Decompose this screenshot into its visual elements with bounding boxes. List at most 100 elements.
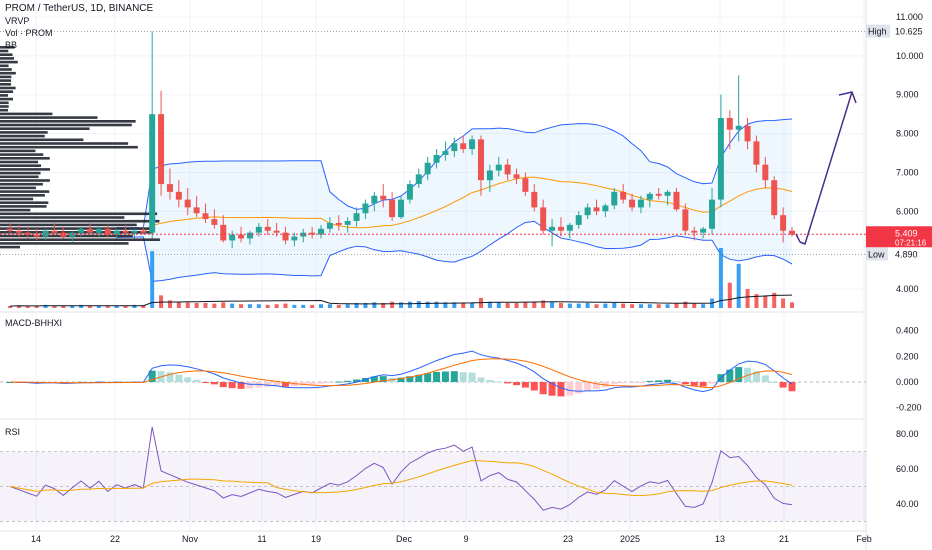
macd-hist-bar: [344, 381, 351, 382]
volume-profile-bar: [0, 146, 138, 149]
macd-hist-bar: [504, 382, 511, 383]
symbol-legend: PROM / TetherUS, 1D, BINANCE VRVP Vol · …: [5, 3, 153, 51]
candle-body: [736, 126, 742, 130]
macd-hist-bar: [664, 380, 671, 382]
candle-body: [638, 200, 644, 208]
candle-body: [665, 192, 671, 196]
candle-body: [540, 207, 546, 230]
symbol-title: PROM / TetherUS, 1D, BINANCE: [5, 3, 153, 15]
price-tick-label: 10.000: [896, 51, 924, 61]
time-axis-label: 13: [715, 534, 725, 544]
volume-profile-bar: [0, 246, 20, 249]
macd-hist-bar: [246, 382, 253, 388]
candle-body: [158, 114, 164, 184]
price-tick-label: 7.000: [896, 167, 919, 177]
volume-bar: [230, 304, 234, 308]
candle-body: [611, 192, 617, 206]
volume-bar: [630, 304, 634, 308]
candle-body: [549, 227, 555, 231]
macd-hist-bar: [469, 373, 476, 382]
candle-body: [407, 184, 413, 200]
volume-bar: [408, 302, 412, 308]
candle-body: [354, 213, 360, 221]
volume-profile-bar: [0, 79, 11, 82]
volume-bar: [399, 302, 403, 308]
volume-profile-bar: [0, 216, 124, 219]
macd-histogram: [7, 367, 796, 396]
volume-profile-bar: [0, 109, 8, 112]
macd-tick-label: -0.200: [896, 403, 922, 413]
volume-bar: [195, 303, 199, 308]
countdown-label: 07:21:16: [895, 238, 927, 247]
time-axis-label: 22: [110, 534, 120, 544]
volume-profile-bar: [0, 113, 52, 116]
candle-body: [567, 225, 573, 231]
volume-profile-bar: [0, 172, 41, 175]
volume-profile-bar: [0, 131, 48, 134]
volume-profile-bar: [0, 53, 13, 56]
candle-body: [416, 174, 422, 184]
macd-hist-bar: [326, 382, 333, 383]
volume-bar: [310, 305, 314, 308]
candle-body: [531, 192, 537, 208]
macd-hist-bar: [318, 382, 325, 384]
time-axis-label: 9: [463, 534, 468, 544]
macd-hist-bar: [557, 382, 564, 396]
macd-hist-bar: [175, 375, 182, 382]
volume-bar: [648, 304, 652, 308]
time-axis-label: Feb: [856, 534, 872, 544]
candle-body: [185, 200, 191, 208]
candle-body: [238, 235, 244, 239]
candle-body: [522, 178, 528, 192]
macd-hist-bar: [202, 382, 209, 383]
volume-bar: [435, 302, 439, 308]
volume-bar: [257, 304, 261, 308]
volume-profile-bar: [0, 68, 12, 71]
rsi-pane-label[interactable]: RSI: [5, 427, 20, 437]
candle-body: [496, 165, 502, 171]
candle-body: [256, 227, 262, 233]
candle-body: [780, 215, 786, 231]
time-axis-label: 14: [31, 534, 41, 544]
candle-body: [51, 231, 57, 233]
volume-profile-bar: [0, 150, 35, 153]
volume-profile-bar: [0, 135, 45, 138]
candle-body: [43, 231, 49, 237]
volume-bar: [666, 304, 670, 308]
macd-hist-bar: [780, 382, 787, 388]
projection-arrow: [796, 92, 856, 244]
time-axis-label: 2025: [620, 534, 640, 544]
macd-hist-bar: [655, 380, 662, 382]
volume-profile-bar: [0, 153, 43, 156]
candle-body: [327, 223, 333, 229]
macd-pane-label[interactable]: MACD-BHHXI: [5, 318, 62, 328]
volume-profile-bar: [0, 94, 8, 97]
volume-bar: [372, 302, 376, 308]
candle-body: [336, 223, 342, 225]
volume-profile-bar: [0, 90, 13, 93]
high-label: High: [868, 27, 887, 37]
price-tick-label: 6.000: [896, 206, 919, 216]
indicator-bb-label[interactable]: BB: [5, 39, 153, 51]
candle-body: [389, 200, 395, 217]
indicator-volume-label[interactable]: Vol · PROM: [5, 27, 153, 39]
volume-profile-bar: [0, 176, 39, 179]
indicator-vrvp-label[interactable]: VRVP: [5, 15, 153, 27]
volume-profile-bar: [0, 61, 18, 64]
candle-body: [265, 227, 271, 231]
candle-body: [585, 207, 591, 215]
volume-bar: [532, 302, 536, 308]
volume-bar: [497, 302, 501, 308]
candle-body: [594, 207, 600, 211]
volume-bar: [239, 304, 243, 308]
volume-profile-bar: [0, 238, 160, 241]
candle-body: [620, 192, 626, 200]
volume-bar: [292, 305, 296, 308]
candle-body: [87, 229, 93, 233]
volume-bar: [639, 304, 643, 308]
macd-tick-label: 0.200: [896, 351, 919, 361]
macd-tick-label: 0.000: [896, 377, 919, 387]
candle-body: [78, 229, 84, 233]
